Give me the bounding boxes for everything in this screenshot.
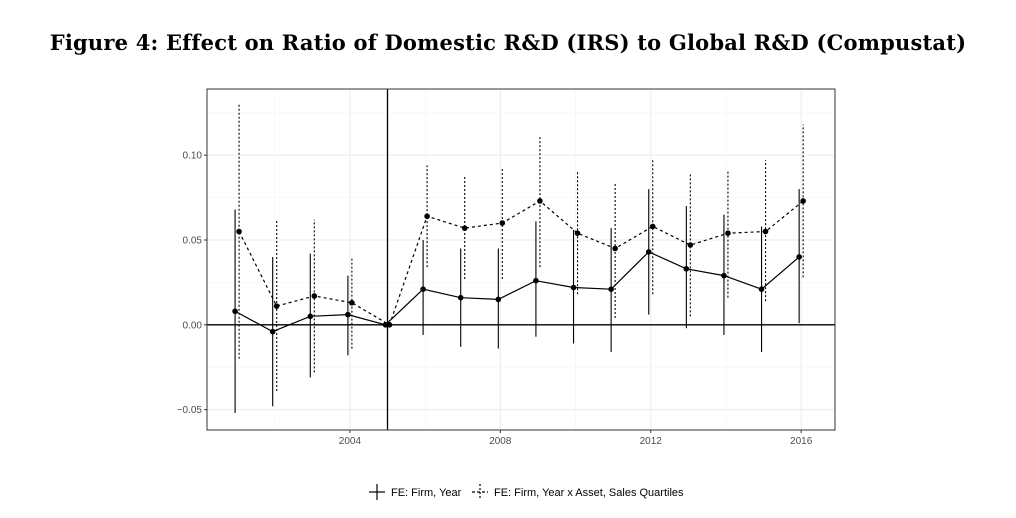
data-point [311, 293, 318, 299]
data-point [687, 242, 694, 248]
data-point [612, 245, 618, 252]
data-point [608, 286, 614, 292]
data-point [796, 254, 802, 260]
data-point [570, 284, 577, 291]
data-point [574, 230, 581, 237]
series-layer [232, 104, 806, 414]
data-point [236, 228, 242, 235]
data-point [273, 303, 280, 309]
data-point [725, 230, 731, 237]
y-tick-label: 0.00 [183, 320, 203, 331]
data-point [537, 198, 543, 204]
legend-entry-1: FE: Firm, Year [369, 484, 462, 500]
data-point [424, 213, 430, 220]
data-point [649, 223, 656, 230]
data-point [533, 277, 539, 284]
series-2 [236, 104, 806, 391]
series-line [238, 200, 804, 326]
data-point [461, 225, 468, 231]
grid-layer [207, 89, 835, 430]
x-tick-label: 2016 [790, 436, 813, 447]
data-point [382, 322, 389, 328]
data-point [762, 228, 769, 235]
y-tick-label: 0.10 [183, 151, 203, 162]
data-point [495, 296, 502, 303]
legend-entry-2: FE: Firm, Year x Asset, Sales Quartiles [472, 484, 684, 500]
legend: FE: Firm, Year FE: Firm, Year x Asset, Sa… [369, 484, 684, 500]
data-point [645, 249, 652, 255]
data-point [758, 286, 765, 292]
data-point [349, 299, 355, 306]
data-point [721, 272, 727, 279]
x-tick-label: 2012 [640, 436, 663, 447]
data-point [683, 266, 690, 272]
legend-label: FE: Firm, Year x Asset, Sales Quartiles [494, 487, 684, 499]
data-point [269, 328, 276, 335]
figure-title: Figure 4: Effect on Ratio of Domestic R&… [49, 30, 967, 55]
series-line [234, 251, 800, 333]
data-point [420, 286, 426, 292]
data-point [232, 308, 238, 315]
y-tick-label: −0.05 [177, 405, 203, 416]
series-1 [232, 189, 802, 414]
reference-lines [207, 89, 835, 430]
data-point [499, 220, 506, 226]
y-tick-label: 0.05 [183, 235, 203, 246]
x-tick-label: 2004 [339, 436, 362, 447]
legend-label: FE: Firm, Year [391, 487, 462, 499]
data-point [457, 294, 464, 301]
panel-border [206, 88, 836, 431]
axis-layer: 2004 2008 2012 2016 0.10 0.05 0.00 −0.05 [177, 151, 813, 447]
data-point [307, 313, 314, 320]
data-point [345, 311, 351, 318]
data-point [800, 198, 806, 204]
x-tick-label: 2008 [489, 436, 512, 447]
data-point [386, 322, 393, 328]
